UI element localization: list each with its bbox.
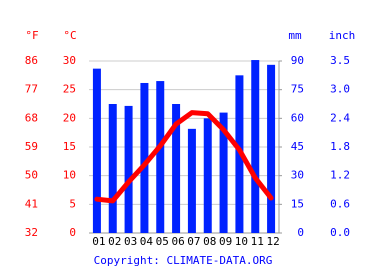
inch-tick-label: 3.5 xyxy=(330,54,350,67)
inch-tick-label: 1.8 xyxy=(330,140,350,153)
inch-tick-label: 0.0 xyxy=(330,226,350,239)
bar xyxy=(108,104,117,233)
y-axis-label: °C xyxy=(63,29,76,42)
inch-tick-label: 0.6 xyxy=(330,197,350,210)
bar xyxy=(156,81,165,233)
y2-tick-label: 0 xyxy=(297,226,304,239)
y-tick-label: 25 xyxy=(63,83,76,96)
y2-tick-label: 45 xyxy=(291,140,304,153)
y-tick-label: 15 xyxy=(63,140,76,153)
x-tick-label: 07 xyxy=(187,235,200,248)
y2-tick-label: 15 xyxy=(291,197,304,210)
inch-axis-label: inch xyxy=(329,29,356,42)
fahrenheit-tick-label: 77 xyxy=(25,83,38,96)
x-tick-label: 01 xyxy=(92,235,105,248)
inch-tick-label: 2.4 xyxy=(330,111,350,124)
footer: Copyright: CLIMATE-DATA.ORG xyxy=(94,254,273,267)
fahrenheit-tick-label: 50 xyxy=(25,169,38,182)
x-tick-label: 04 xyxy=(140,235,154,248)
x-tick-label: 08 xyxy=(203,235,216,248)
bar xyxy=(187,128,196,233)
x-tick-label: 12 xyxy=(266,235,279,248)
y-tick-label: 30 xyxy=(63,54,76,67)
inch-tick-label: 1.2 xyxy=(330,169,350,182)
bar xyxy=(267,64,276,233)
y-tick-label: 5 xyxy=(69,197,76,210)
temperature-line xyxy=(94,110,274,204)
y-tick-label: 20 xyxy=(63,111,76,124)
x-tick-label: 03 xyxy=(124,235,137,248)
bar xyxy=(92,68,101,234)
y2-tick-label: 90 xyxy=(291,54,304,67)
x-tick-label: 06 xyxy=(171,235,184,248)
x-tick-label: 11 xyxy=(251,235,264,248)
x-tick-label: 02 xyxy=(108,235,121,248)
fahrenheit-tick-label: 59 xyxy=(25,140,38,153)
y2-tick-label: 60 xyxy=(291,111,304,124)
bar xyxy=(140,82,149,233)
x-tick-label: 05 xyxy=(156,235,169,248)
fahrenheit-tick-label: 86 xyxy=(25,54,38,67)
y2-axis-label: mm xyxy=(288,29,302,42)
inch-tick-label: 3.0 xyxy=(330,83,350,96)
bar xyxy=(172,104,181,233)
bar xyxy=(124,105,133,233)
fahrenheit-axis-label: °F xyxy=(25,29,38,42)
y-tick-label: 0 xyxy=(69,226,76,239)
bar xyxy=(219,112,228,233)
fahrenheit-tick-label: 68 xyxy=(25,111,38,124)
y2-tick-label: 75 xyxy=(291,83,304,96)
y2-tick-label: 30 xyxy=(291,169,304,182)
bar xyxy=(251,60,260,233)
x-tick-label: 09 xyxy=(219,235,232,248)
fahrenheit-tick-label: 32 xyxy=(25,226,38,239)
y-tick-label: 10 xyxy=(63,169,76,182)
x-tick-label: 10 xyxy=(235,235,248,248)
fahrenheit-tick-label: 41 xyxy=(25,197,38,210)
bar xyxy=(203,118,212,233)
